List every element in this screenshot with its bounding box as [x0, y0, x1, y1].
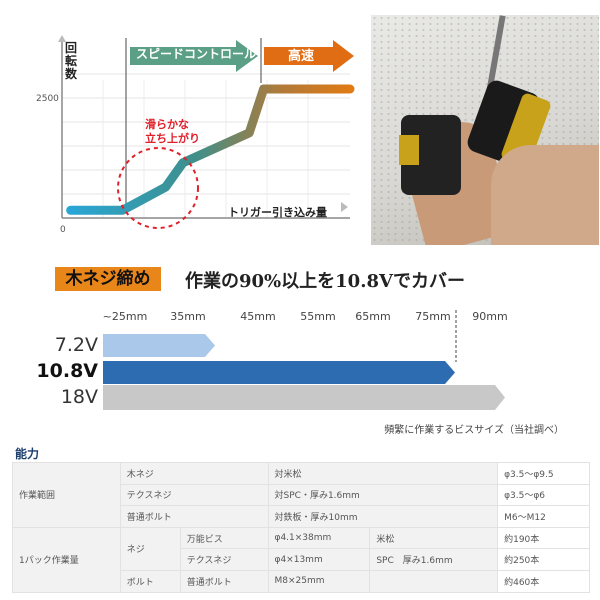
cell: φ3.5〜φ9.5	[497, 462, 590, 485]
speed-control-arrow	[130, 40, 258, 72]
cell: M8×25mm	[267, 569, 371, 593]
chart-grid	[62, 73, 350, 218]
cell: SPC 厚み1.6mm	[369, 548, 499, 571]
cell: 対米松	[267, 462, 499, 485]
cell: 万能ビス	[179, 526, 269, 550]
y-axis-label: 回転数	[65, 41, 78, 81]
highlight-circle	[117, 147, 199, 229]
origin-label: 0	[60, 225, 66, 235]
label-18v: 18V	[60, 386, 98, 408]
high-speed-arrow	[264, 40, 354, 72]
xtick-label: 75mm	[415, 310, 451, 323]
bar-7-2v	[103, 334, 215, 357]
speed-curve	[66, 84, 355, 215]
cell: φ4.1×38mm	[267, 526, 371, 550]
label-7-2v: 7.2V	[54, 334, 98, 356]
per-pack-label: 1パック作業量	[12, 526, 121, 593]
cell: ネジ	[119, 526, 181, 571]
table-row: 1パック作業量 ネジ 万能ビス φ4.1×38mm 米松 約190本	[12, 526, 590, 593]
y-axis-arrow-icon	[58, 35, 66, 42]
cell: 普通ボルト	[179, 569, 269, 593]
voltage-bar-chart	[103, 310, 505, 410]
cell: 米松	[369, 526, 499, 550]
wood-screw-tag: 木ネジ締め	[55, 267, 161, 291]
speed-control-label: スピードコントロール	[136, 47, 257, 61]
xtick-label: 65mm	[355, 310, 391, 323]
cell: ボルト	[119, 569, 181, 593]
cell: テクスネジ	[119, 483, 269, 507]
cell: 約250本	[497, 548, 590, 571]
table-row: 普通ボルト 対鉄板・厚み10mm M6〜M12	[13, 505, 590, 528]
cell: M6〜M12	[497, 505, 590, 528]
x-axis-arrow-icon	[341, 202, 348, 212]
capacity-title: 能力	[15, 447, 40, 461]
label-10-8v: 10.8V	[36, 360, 98, 382]
high-speed-label: 高速	[288, 49, 315, 64]
xtick-label: 90mm	[472, 310, 508, 323]
cell: 対SPC・厚み1.6mm	[267, 483, 499, 507]
speed-chart: 2500 0	[36, 35, 355, 235]
cell: 対鉄板・厚み10mm	[267, 505, 499, 528]
ytick-2500: 2500	[36, 94, 59, 104]
table-row: テクスネジ 対SPC・厚み1.6mm φ3.5〜φ6	[13, 483, 590, 507]
cell	[369, 569, 499, 593]
headline: 作業の90%以上を10.8Vでカバー	[185, 271, 465, 292]
survey-note: 頻繁に作業するビスサイズ（当社調べ）	[384, 425, 564, 436]
table-row: ボルト 普通ボルト M8×25mm 約460本	[13, 569, 590, 593]
table-row: 作業範囲 木ネジ 対米松 φ3.5〜φ9.5	[12, 462, 590, 528]
xtick-label: 45mm	[240, 310, 276, 323]
cell: 約190本	[497, 526, 590, 550]
cell: 普通ボルト	[119, 505, 269, 528]
product-photo	[371, 15, 599, 245]
x-axis-label: トリガー引き込み量	[228, 206, 327, 219]
cell: φ4×13mm	[267, 548, 371, 571]
table-row: テクスネジ φ4×13mm SPC 厚み1.6mm 約250本	[13, 548, 590, 571]
cell: φ3.5〜φ6	[497, 483, 590, 507]
capacity-table: 作業範囲 木ネジ 対米松 φ3.5〜φ9.5 テクスネジ 対SPC・厚み1.6m…	[12, 462, 590, 593]
work-range-label: 作業範囲	[12, 462, 121, 528]
smooth-rise-annotation: 滑らかな 立ち上がり	[145, 118, 200, 145]
xtick-label: ~25mm	[102, 310, 148, 323]
bar-10-8v	[103, 361, 455, 384]
cell: 木ネジ	[119, 462, 269, 485]
cell: テクスネジ	[179, 548, 269, 571]
cell: 約460本	[497, 569, 590, 593]
xtick-label: 35mm	[170, 310, 206, 323]
xtick-label: 55mm	[300, 310, 336, 323]
bar-18v	[103, 385, 505, 410]
